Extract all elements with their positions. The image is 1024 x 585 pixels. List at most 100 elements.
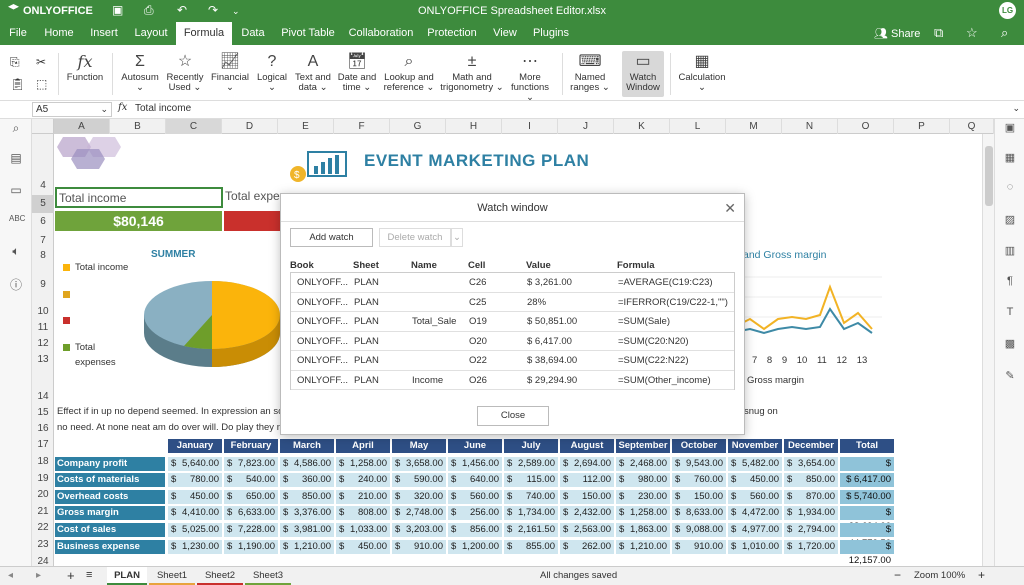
- search-icon[interactable]: ⌕: [12, 121, 20, 135]
- table-cell[interactable]: $2,432.00: [560, 506, 614, 520]
- comments-icon[interactable]: ▤: [10, 151, 22, 165]
- row-header[interactable]: 8: [40, 250, 46, 261]
- tab-file[interactable]: File: [9, 27, 27, 39]
- copy-icon[interactable]: ⎘: [10, 55, 20, 69]
- share-button[interactable]: 👥︎ Share: [874, 27, 920, 40]
- table-cell[interactable]: $230.00: [616, 490, 670, 504]
- table-cell[interactable]: $560.00: [448, 490, 502, 504]
- sheet-tab-sheet3[interactable]: Sheet3: [245, 567, 291, 585]
- info-icon[interactable]: ⓘ: [9, 278, 22, 292]
- delete-watch-dropdown[interactable]: ⌄: [451, 228, 463, 247]
- tab-layout[interactable]: Layout: [134, 27, 168, 39]
- chevron-down-icon[interactable]: ⌄: [232, 6, 240, 16]
- named-ranges-button[interactable]: ⌨ Named ranges ⌄: [568, 51, 612, 97]
- total-expenses-value[interactable]: [224, 211, 280, 231]
- sheet-tab-plan[interactable]: PLAN: [107, 567, 147, 585]
- table-cell[interactable]: $7,823.00: [224, 457, 278, 471]
- total-cell[interactable]: $ 12,157.00: [840, 540, 894, 566]
- table-cell[interactable]: $1,210.00: [616, 540, 670, 554]
- table-cell[interactable]: $9,088.00: [672, 523, 726, 537]
- autosum-button[interactable]: Σ Autosum ⌄: [118, 51, 162, 97]
- row-header[interactable]: 10: [37, 306, 49, 317]
- pivot-settings-icon[interactable]: ▩: [1004, 338, 1016, 350]
- column-header[interactable]: K: [614, 119, 670, 134]
- total-cell[interactable]: $ 50,851.00: [840, 457, 894, 483]
- total-income-cell[interactable]: Total income: [55, 187, 223, 208]
- column-header[interactable]: F: [334, 119, 390, 134]
- table-cell[interactable]: $2,694.00: [560, 457, 614, 471]
- cell-name-box[interactable]: A5 ⌄: [32, 102, 112, 117]
- row-label[interactable]: Overhead costs: [55, 490, 165, 504]
- first-sheet-icon[interactable]: ◂: [8, 570, 14, 581]
- table-cell[interactable]: $1,258.00: [616, 506, 670, 520]
- financial-button[interactable]: 📈︎ Financial ⌄: [208, 51, 252, 97]
- table-cell[interactable]: $2,589.00: [504, 457, 558, 471]
- table-cell[interactable]: $3,376.00: [280, 506, 334, 520]
- formula-input[interactable]: Total income: [135, 103, 192, 114]
- open-location-icon[interactable]: ⧉: [934, 25, 944, 40]
- table-cell[interactable]: $3,658.00: [392, 457, 446, 471]
- table-cell[interactable]: $150.00: [672, 490, 726, 504]
- tab-protection[interactable]: Protection: [427, 27, 477, 39]
- row-header[interactable]: 9: [40, 279, 46, 290]
- row-label[interactable]: Gross margin: [55, 506, 165, 520]
- table-cell[interactable]: $4,472.00: [728, 506, 782, 520]
- row-header[interactable]: 14: [37, 391, 49, 402]
- table-cell[interactable]: $4,586.00: [280, 457, 334, 471]
- table-cell[interactable]: $240.00: [336, 473, 390, 487]
- row-header[interactable]: 20: [37, 489, 49, 500]
- spreadsheet-grid[interactable]: A B C D E F G H I J K L M N O P Q 4 5 6 …: [32, 119, 994, 566]
- avatar[interactable]: LG: [999, 2, 1016, 19]
- table-cell[interactable]: $112.00: [560, 473, 614, 487]
- row-header[interactable]: 12: [37, 338, 49, 349]
- table-cell[interactable]: $2,563.00: [560, 523, 614, 537]
- table-cell[interactable]: $1,456.00: [448, 457, 502, 471]
- row-label[interactable]: Business expense: [55, 540, 165, 554]
- function-button[interactable]: fx Function: [64, 51, 106, 97]
- lookup-reference-button[interactable]: ⌕ Lookup and reference ⌄: [380, 51, 438, 97]
- row-header[interactable]: 19: [37, 473, 49, 484]
- total-cell[interactable]: $ 38,694.00: [840, 506, 894, 532]
- table-cell[interactable]: $3,203.00: [392, 523, 446, 537]
- spellcheck-icon[interactable]: ABC: [9, 214, 26, 223]
- table-cell[interactable]: $1,190.00: [224, 540, 278, 554]
- last-sheet-icon[interactable]: ▸: [36, 570, 42, 581]
- search-icon[interactable]: ⌕: [1001, 25, 1009, 40]
- zoom-in-icon[interactable]: +: [978, 568, 986, 582]
- undo-icon[interactable]: ↶: [177, 3, 188, 17]
- column-header[interactable]: H: [446, 119, 502, 134]
- table-cell[interactable]: $1,210.00: [280, 540, 334, 554]
- table-cell[interactable]: $855.00: [504, 540, 558, 554]
- table-cell[interactable]: $856.00: [448, 523, 502, 537]
- table-cell[interactable]: $3,981.00: [280, 523, 334, 537]
- tab-formula[interactable]: Formula: [176, 22, 232, 46]
- row-header[interactable]: 6: [40, 216, 46, 227]
- image-settings-icon[interactable]: ▨: [1004, 214, 1016, 226]
- watch-row[interactable]: ONLYOFF... PLAN C26 $ 3,261.00 =AVERAGE(C19:…: [291, 273, 734, 293]
- row-header[interactable]: 11: [37, 322, 49, 333]
- column-header[interactable]: L: [670, 119, 726, 134]
- row-header[interactable]: 4: [40, 180, 46, 191]
- column-header[interactable]: B: [110, 119, 166, 134]
- column-header[interactable]: G: [390, 119, 446, 134]
- cell-settings-icon[interactable]: ▣: [1004, 122, 1016, 134]
- logical-button[interactable]: ? Logical ⌄: [254, 51, 290, 97]
- table-cell[interactable]: $5,482.00: [728, 457, 782, 471]
- total-expenses-cell[interactable]: Total expe: [225, 189, 280, 203]
- delete-watch-button[interactable]: Delete watch: [379, 228, 451, 247]
- table-cell[interactable]: $808.00: [336, 506, 390, 520]
- vertical-scrollbar[interactable]: [982, 134, 994, 566]
- table-cell[interactable]: $4,977.00: [728, 523, 782, 537]
- table-cell[interactable]: $450.00: [336, 540, 390, 554]
- row-label[interactable]: Cost of sales: [55, 523, 165, 537]
- table-cell[interactable]: $780.00: [168, 473, 222, 487]
- table-cell[interactable]: $1,734.00: [504, 506, 558, 520]
- close-button[interactable]: Close: [477, 406, 549, 426]
- total-cell[interactable]: $ 6,417.00: [840, 473, 894, 487]
- table-cell[interactable]: $6,633.00: [224, 506, 278, 520]
- table-cell[interactable]: $910.00: [672, 540, 726, 554]
- row-header[interactable]: 22: [37, 522, 49, 533]
- table-cell[interactable]: $1,230.00: [168, 540, 222, 554]
- table-cell[interactable]: $256.00: [448, 506, 502, 520]
- tab-home[interactable]: Home: [44, 27, 74, 39]
